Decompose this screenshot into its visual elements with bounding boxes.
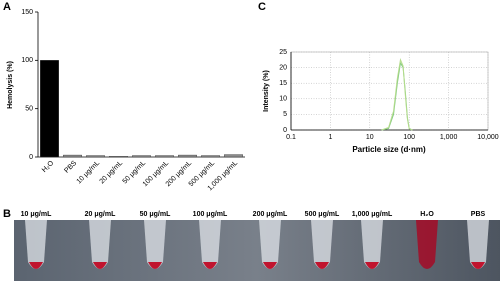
- y-axis-label: Intensity (%): [263, 70, 270, 112]
- tube: [361, 220, 383, 269]
- tube: [416, 220, 438, 269]
- pellet: [471, 262, 485, 269]
- x-tick-label: PBS: [63, 160, 78, 175]
- bar: [155, 155, 174, 158]
- tube-label: 10 μg/mL: [21, 211, 52, 218]
- x-tick-label: 100: [403, 134, 415, 141]
- tube-label: PBS: [471, 211, 486, 218]
- tube-label: 100 μg/mL: [193, 211, 228, 218]
- y-tick-label: 150: [21, 9, 33, 16]
- bar: [178, 154, 197, 158]
- tube: [144, 220, 166, 269]
- x-tick-label: 10: [366, 134, 374, 141]
- pellet: [29, 262, 43, 269]
- bar: [132, 155, 151, 158]
- x-tick-label: H₂O: [41, 159, 56, 174]
- x-tick-label: 10,000: [477, 134, 499, 141]
- x-axis-label: Particle size (d·nm): [352, 145, 426, 154]
- plot-frame: [290, 51, 489, 131]
- bar: [224, 154, 243, 158]
- y-tick-label: 15: [279, 80, 287, 87]
- bar: [63, 154, 82, 158]
- y-tick-label: 10: [279, 96, 287, 103]
- pellet: [148, 262, 162, 269]
- y-tick-label: 50: [25, 106, 33, 113]
- panel-label: A: [3, 1, 11, 13]
- bar: [109, 156, 128, 158]
- pellet: [263, 262, 277, 269]
- tube-label: 50 μg/mL: [140, 211, 171, 218]
- pellet: [93, 262, 107, 269]
- x-tick-label: 1: [328, 134, 332, 141]
- tube: [25, 220, 47, 269]
- tube-label: 500 μg/mL: [305, 211, 340, 218]
- pellet: [365, 262, 379, 269]
- bar: [86, 155, 105, 158]
- y-tick-label: 25: [279, 49, 287, 56]
- panel-label: B: [3, 208, 11, 220]
- tube-label: 20 μg/mL: [85, 211, 116, 218]
- x-tick-label: 20 μg/mL: [99, 160, 125, 186]
- y-tick-label: 100: [21, 57, 33, 64]
- panel-label: C: [258, 1, 266, 13]
- tube: [467, 220, 489, 269]
- x-tick-label: 1,000: [440, 134, 458, 141]
- y-axis-label: Hemolysis (%): [7, 61, 14, 109]
- tube-label: 200 μg/mL: [253, 211, 288, 218]
- pellet: [203, 262, 217, 269]
- y-tick-label: 0: [29, 154, 33, 161]
- y-tick-label: 20: [279, 64, 287, 71]
- x-tick-label: 0.1: [286, 134, 296, 141]
- bar: [201, 155, 220, 158]
- x-tick-label: 10 μg/mL: [76, 160, 102, 186]
- tube: [199, 220, 221, 269]
- pellet: [315, 262, 329, 269]
- bar: [40, 60, 59, 158]
- tube: [89, 220, 111, 269]
- y-tick-label: 5: [283, 111, 287, 118]
- tube: [259, 220, 281, 269]
- y-tick-label: 0: [283, 127, 287, 134]
- tube-label: 1,000 μg/mL: [352, 211, 393, 218]
- tube: [311, 220, 333, 269]
- tube-label: H₂O: [420, 211, 434, 218]
- line-series: [381, 58, 413, 131]
